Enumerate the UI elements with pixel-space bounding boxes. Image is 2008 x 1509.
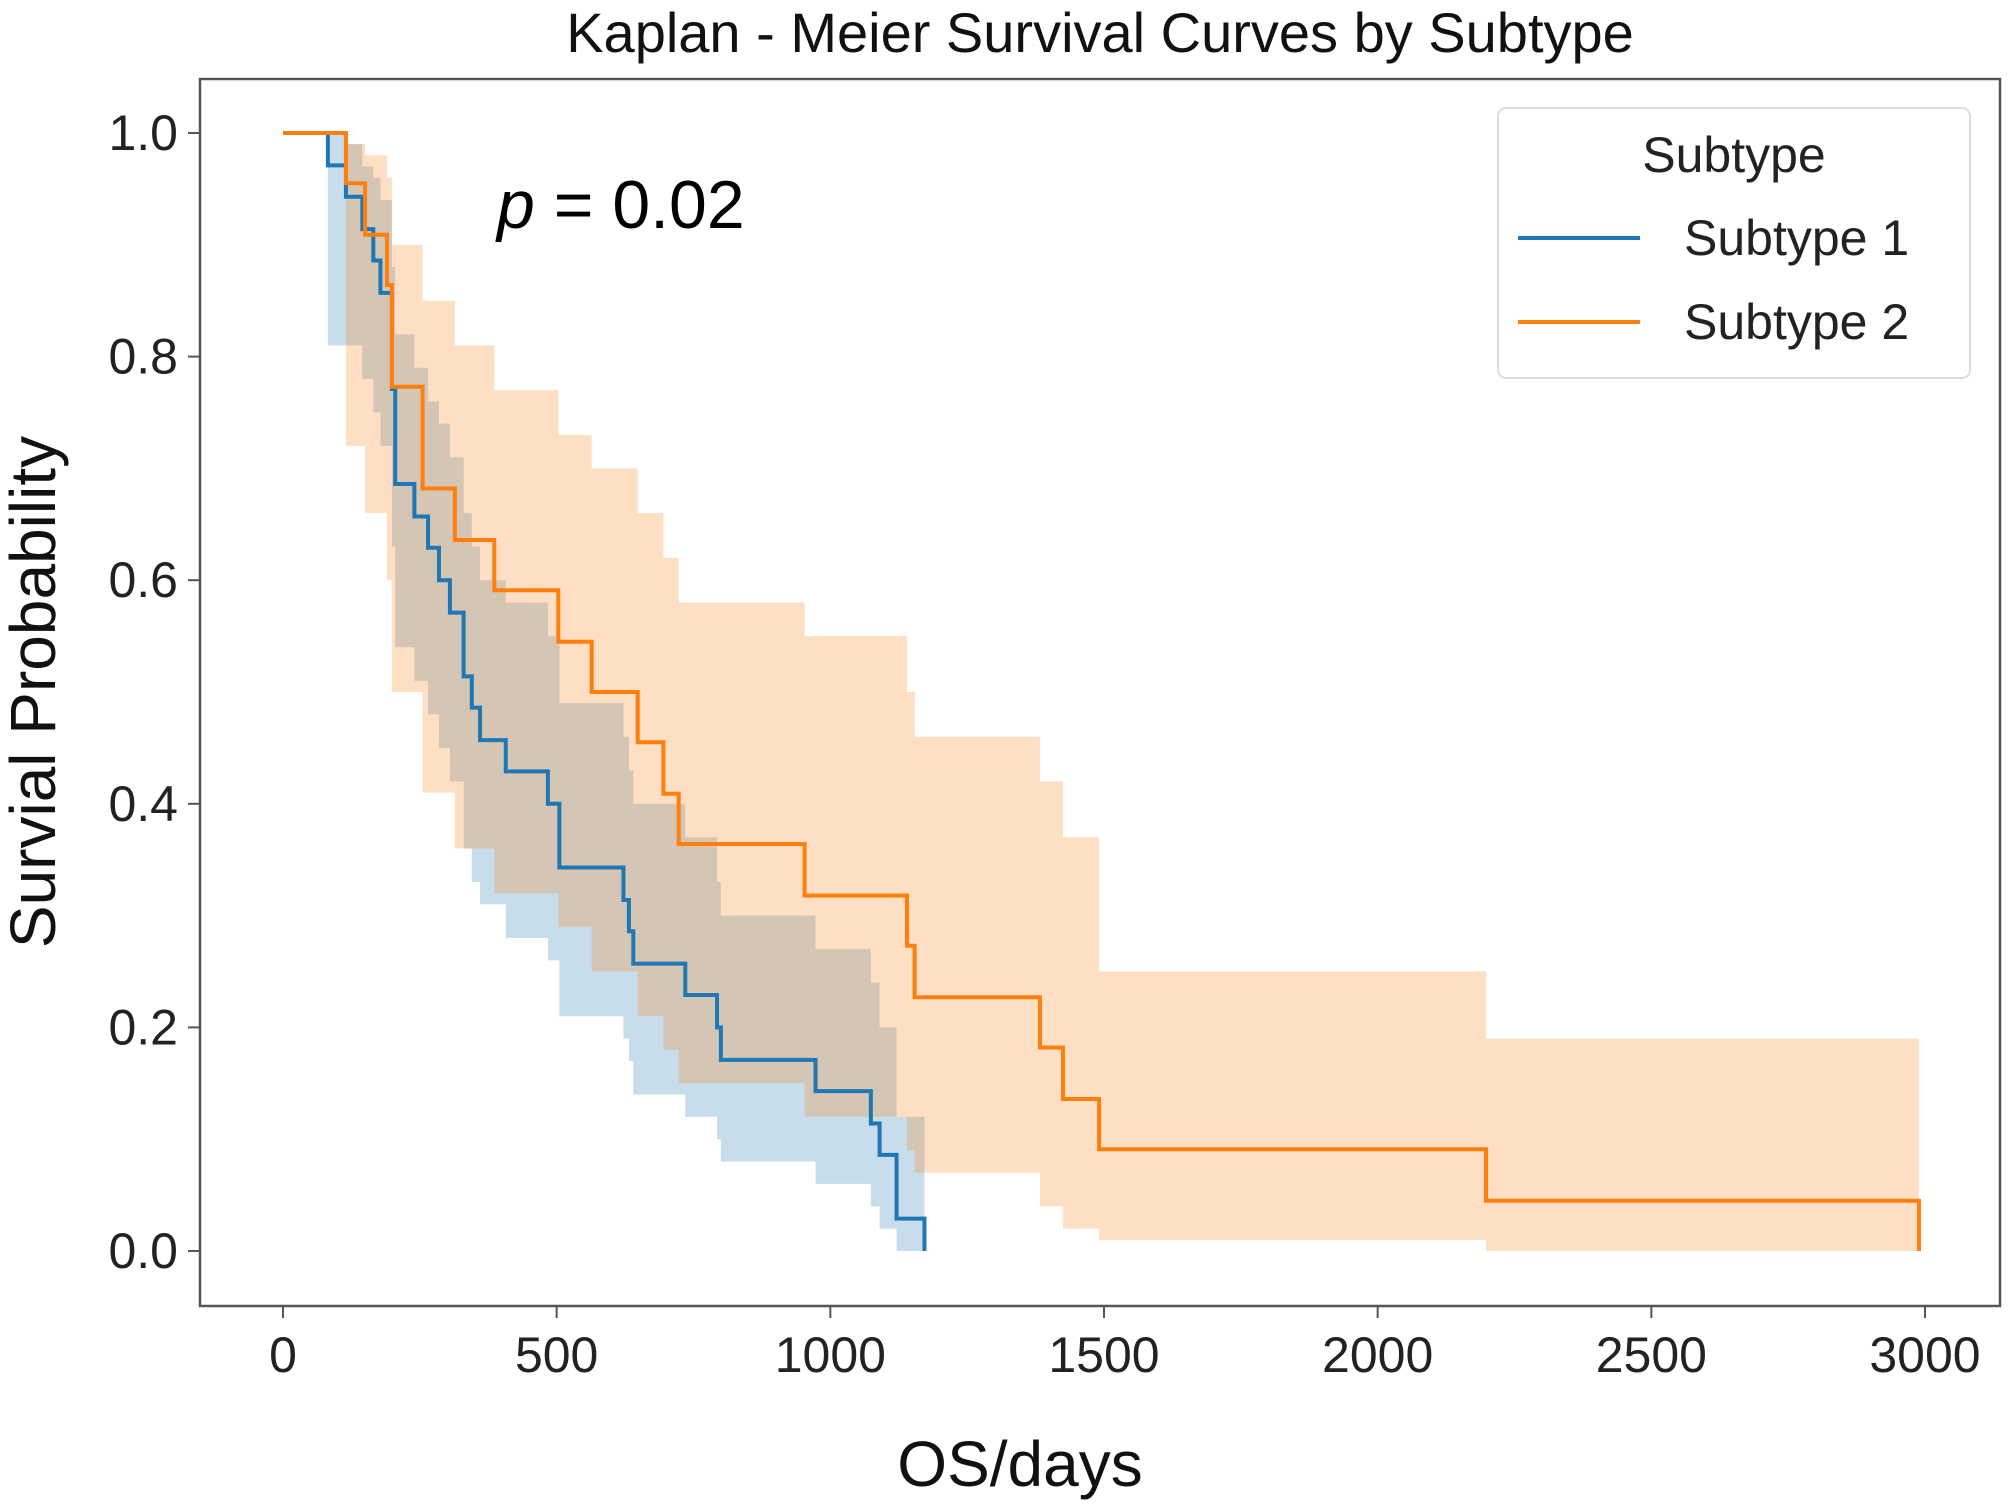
survival-lines bbox=[283, 131, 1921, 1251]
survival-line-1 bbox=[283, 131, 927, 1251]
x-axis-ticks: 0 500 1000 1500 2000 2500 3000 bbox=[269, 1306, 1981, 1383]
x-tick-label: 2500 bbox=[1596, 1327, 1707, 1383]
y-axis-label: Survial Probability bbox=[0, 436, 69, 948]
y-axis-ticks: 0.0 0.2 0.4 0.6 0.8 1.0 bbox=[108, 105, 200, 1279]
y-tick-label: 0.6 bbox=[108, 552, 178, 608]
legend-title: Subtype bbox=[1642, 127, 1825, 183]
ci-band-1 bbox=[283, 133, 925, 1251]
x-tick-label: 1500 bbox=[1048, 1327, 1159, 1383]
chart-title: Kaplan - Meier Survival Curves by Subtyp… bbox=[566, 1, 1634, 64]
plot-frame bbox=[198, 77, 2002, 1308]
p-value-annotation: p = 0.02 bbox=[495, 167, 745, 243]
p-symbol: p bbox=[495, 167, 535, 243]
x-tick-label: 2000 bbox=[1322, 1327, 1433, 1383]
confidence-bands bbox=[283, 133, 1919, 1251]
x-tick-label: 1000 bbox=[775, 1327, 886, 1383]
y-tick-label: 0.0 bbox=[108, 1223, 178, 1279]
legend: Subtype Subtype 1 Subtype 2 bbox=[1497, 107, 1971, 379]
y-tick-label: 1.0 bbox=[108, 105, 178, 161]
y-tick-label: 0.2 bbox=[108, 999, 178, 1055]
legend-label-1: Subtype 1 bbox=[1684, 210, 1909, 266]
x-axis-label: OS/days bbox=[897, 1428, 1142, 1500]
p-value-text: = 0.02 bbox=[535, 167, 745, 243]
y-tick-label: 0.4 bbox=[108, 776, 178, 832]
legend-label-2: Subtype 2 bbox=[1684, 294, 1909, 350]
x-tick-label: 3000 bbox=[1869, 1327, 1980, 1383]
y-tick-label: 0.8 bbox=[108, 329, 178, 385]
x-tick-label: 500 bbox=[515, 1327, 598, 1383]
legend-box bbox=[1497, 107, 1971, 379]
x-tick-label: 0 bbox=[269, 1327, 297, 1383]
survival-line-2 bbox=[283, 131, 1921, 1251]
ci-band-2 bbox=[283, 133, 1919, 1251]
